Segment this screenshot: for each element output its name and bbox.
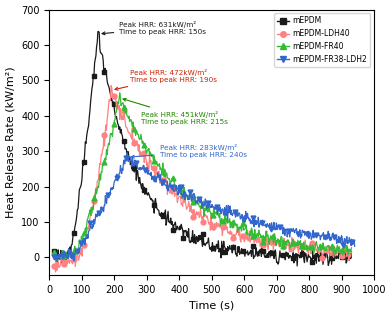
mEPDM-FR40 bbox=[338, 252, 343, 255]
Line: mEPDM: mEPDM bbox=[52, 29, 354, 268]
mEPDM-FR40 bbox=[349, 246, 354, 250]
mEPDM bbox=[85, 130, 90, 134]
mEPDM-FR40 bbox=[85, 216, 90, 220]
Line: mEPDM-FR40: mEPDM-FR40 bbox=[52, 90, 354, 264]
mEPDM-FR38-LDH2 bbox=[299, 234, 304, 238]
Line: mEPDM-LDH40: mEPDM-LDH40 bbox=[52, 83, 354, 274]
mEPDM-FR38-LDH2 bbox=[198, 201, 202, 205]
mEPDM-FR38-LDH2 bbox=[352, 245, 357, 248]
mEPDM-LDH40 bbox=[269, 241, 273, 245]
mEPDM-FR38-LDH2 bbox=[52, 255, 56, 258]
Text: Peak HRR: 283kW/m²
Time to peak HRR: 240s: Peak HRR: 283kW/m² Time to peak HRR: 240… bbox=[131, 144, 247, 158]
mEPDM-FR40 bbox=[346, 253, 350, 257]
mEPDM-LDH40 bbox=[52, 264, 56, 268]
mEPDM-FR40 bbox=[52, 250, 56, 253]
mEPDM-LDH40 bbox=[85, 228, 90, 231]
mEPDM bbox=[102, 67, 107, 71]
mEPDM-FR40 bbox=[221, 219, 225, 222]
Legend: mEPDM, mEPDM-LDH40, mEPDM-FR40, mEPDM-FR38-LDH2: mEPDM, mEPDM-LDH40, mEPDM-FR40, mEPDM-FR… bbox=[274, 13, 370, 67]
Text: Peak HRR: 472kW/m²
Time to peak HRR: 190s: Peak HRR: 472kW/m² Time to peak HRR: 190… bbox=[115, 69, 217, 90]
mEPDM-FR40 bbox=[54, 260, 58, 264]
mEPDM-FR38-LDH2 bbox=[125, 151, 129, 155]
mEPDM-LDH40 bbox=[346, 253, 350, 257]
Y-axis label: Heat Release Rate (kW/m²): Heat Release Rate (kW/m²) bbox=[5, 67, 16, 218]
mEPDM-FR38-LDH2 bbox=[216, 208, 220, 212]
X-axis label: Time (s): Time (s) bbox=[189, 301, 234, 310]
mEPDM bbox=[349, 250, 354, 254]
mEPDM bbox=[268, 255, 272, 259]
Text: Peak HRR: 631kW/m²
Time to peak HRR: 150s: Peak HRR: 631kW/m² Time to peak HRR: 150… bbox=[102, 21, 206, 35]
mEPDM bbox=[346, 256, 350, 260]
mEPDM-LDH40 bbox=[102, 144, 107, 148]
mEPDM-LDH40 bbox=[109, 84, 114, 88]
mEPDM bbox=[220, 245, 225, 249]
mEPDM bbox=[96, 30, 101, 33]
mEPDM-FR40 bbox=[117, 91, 122, 95]
Line: mEPDM-FR38-LDH2: mEPDM-FR38-LDH2 bbox=[52, 150, 357, 263]
mEPDM-FR40 bbox=[269, 234, 273, 238]
Text: Peak HRR: 451kW/m²
Time to peak HRR: 215s: Peak HRR: 451kW/m² Time to peak HRR: 215… bbox=[123, 98, 228, 125]
mEPDM-LDH40 bbox=[338, 251, 343, 255]
mEPDM bbox=[52, 249, 56, 253]
mEPDM-LDH40 bbox=[221, 226, 225, 229]
mEPDM bbox=[338, 252, 343, 256]
mEPDM-FR38-LDH2 bbox=[232, 210, 237, 214]
mEPDM bbox=[295, 264, 299, 268]
mEPDM-LDH40 bbox=[349, 250, 354, 254]
mEPDM-FR38-LDH2 bbox=[346, 241, 351, 245]
mEPDM-FR38-LDH2 bbox=[55, 259, 60, 263]
mEPDM-LDH40 bbox=[53, 270, 58, 274]
mEPDM-FR38-LDH2 bbox=[196, 196, 200, 199]
mEPDM-FR40 bbox=[102, 158, 107, 161]
